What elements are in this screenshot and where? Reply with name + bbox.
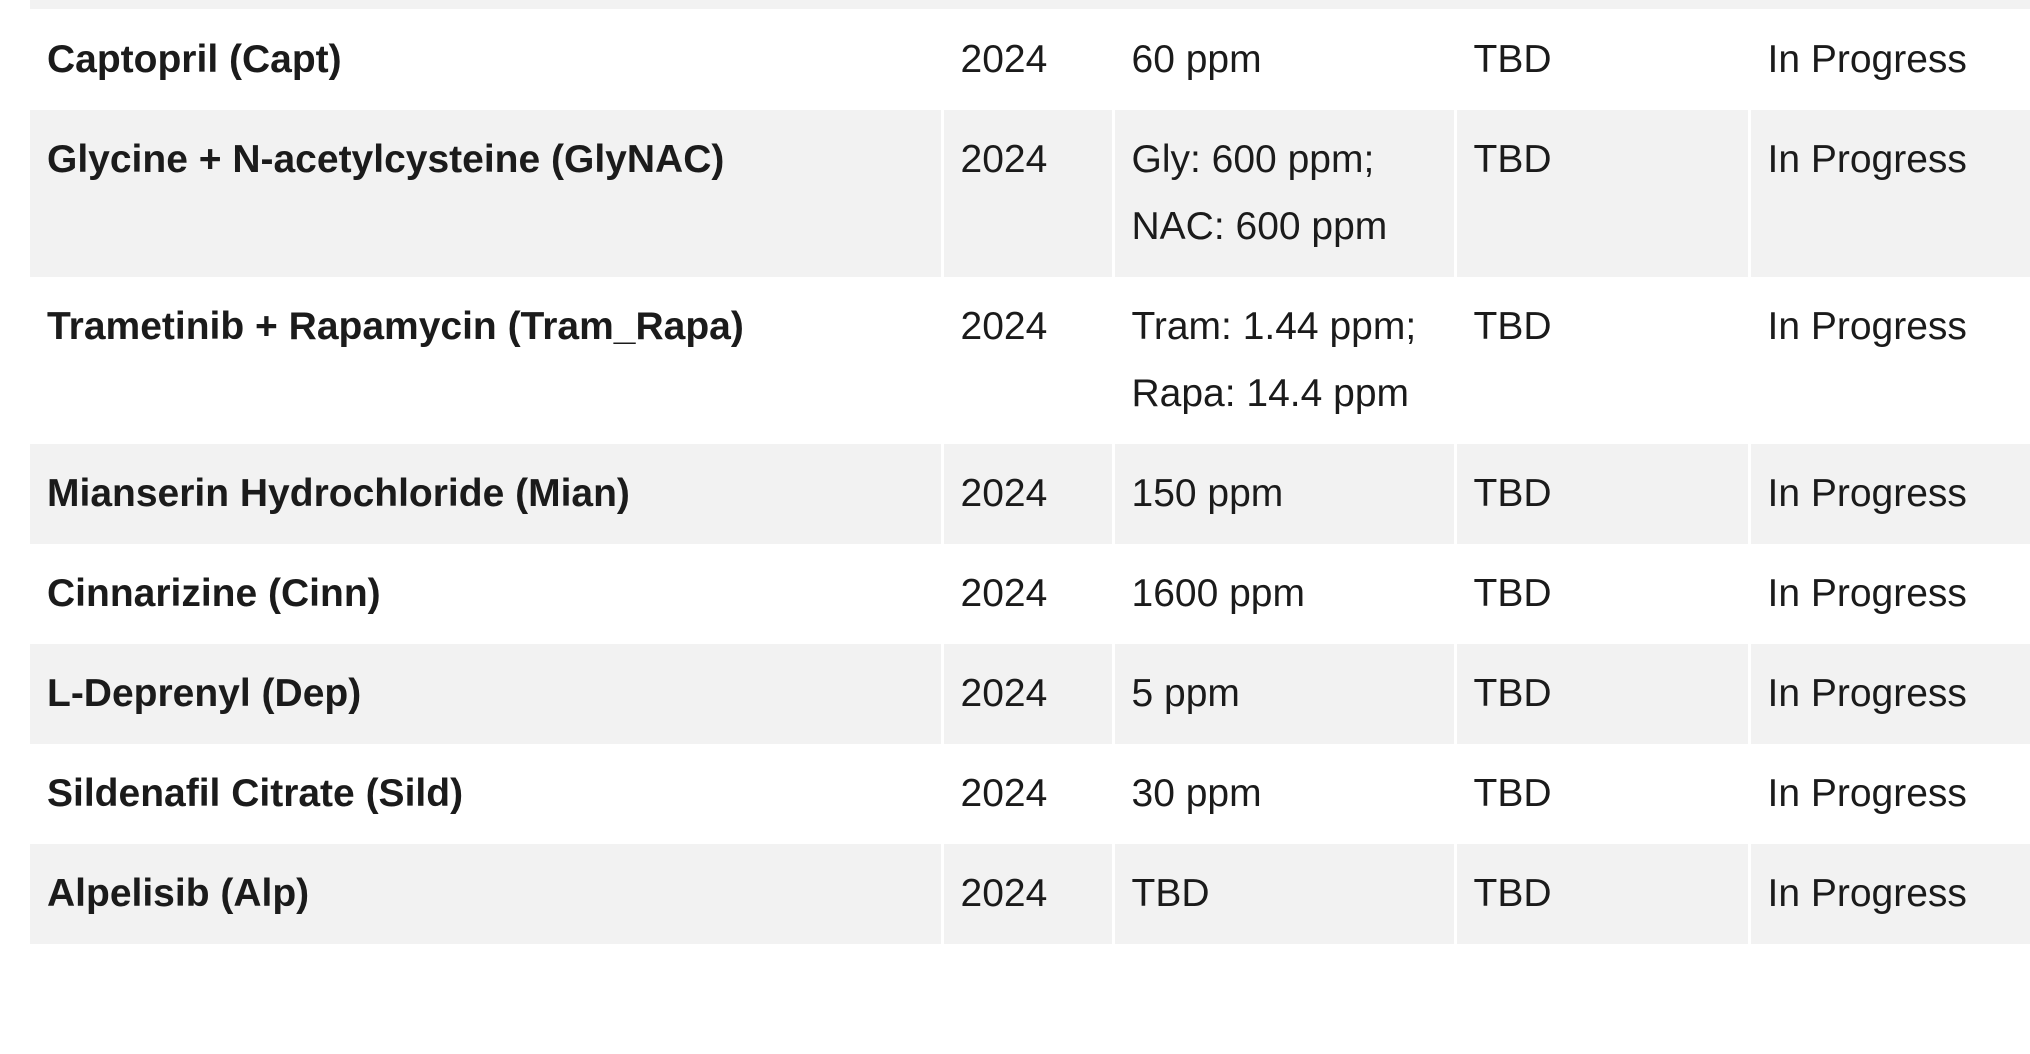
result-cell: TBD xyxy=(1453,444,1749,544)
compound-cell: Captopril (Capt) xyxy=(47,38,342,81)
dose-cell: 30 ppm xyxy=(1111,744,1455,844)
status-cell: In Progress xyxy=(1747,110,2030,277)
table-row: L-Deprenyl (Dep) 2024 5 ppm TBD In Progress xyxy=(30,644,2030,744)
table-row: Trametinib + Rapamycin (Tram_Rapa) 2024 Tr… xyxy=(30,277,2030,444)
year-cell: 2024 xyxy=(940,844,1113,944)
result-cell: TBD xyxy=(1453,277,1749,444)
year-cell: 2024 xyxy=(940,110,1113,277)
year-cell: 2024 xyxy=(940,644,1113,744)
status-cell: In Progress xyxy=(1747,844,2030,944)
year-cell: 2024 xyxy=(940,277,1113,444)
status-cell: In Progress xyxy=(1747,744,2030,844)
compound-cell: Sildenafil Citrate (Sild) xyxy=(47,772,464,815)
result-cell: TBD xyxy=(1453,744,1749,844)
previous-row-edge xyxy=(30,0,2030,9)
table-row: Glycine + N-acetylcysteine (GlyNAC) 2024 G… xyxy=(30,110,2030,277)
dose-cell: Gly: 600 ppm; NAC: 600 ppm xyxy=(1111,110,1455,277)
table-body: Captopril (Capt) 2024 60 ppm TBD In Progress… xyxy=(30,10,2030,944)
dose-cell: 150 ppm xyxy=(1111,444,1455,544)
table-row: Cinnarizine (Cinn) 2024 1600 ppm TBD In Prog… xyxy=(30,544,2030,644)
table-row: Alpelisib (Alp) 2024 TBD TBD In Progress xyxy=(30,844,2030,944)
year-cell: 2024 xyxy=(940,544,1113,644)
status-cell: In Progress xyxy=(1747,277,2030,444)
table: Captopril (Capt) 2024 60 ppm TBD In Progress… xyxy=(30,10,2030,944)
dose-cell: 1600 ppm xyxy=(1111,544,1455,644)
table-row: Mianserin Hydrochloride (Mian) 2024 150 pp… xyxy=(30,444,2030,544)
year-cell: 2024 xyxy=(940,444,1113,544)
status-cell: In Progress xyxy=(1747,544,2030,644)
table-row: Captopril (Capt) 2024 60 ppm TBD In Progress xyxy=(30,10,2030,110)
result-cell: TBD xyxy=(1453,644,1749,744)
dose-cell: 60 ppm xyxy=(1111,10,1455,110)
dose-cell: TBD xyxy=(1111,844,1455,944)
result-cell: TBD xyxy=(1453,10,1749,110)
compound-cell: L-Deprenyl (Dep) xyxy=(30,644,942,744)
compound-cell: Cinnarizine (Cinn) xyxy=(47,572,381,615)
dose-cell: Tram: 1.44 ppm; Rapa: 14.4 ppm xyxy=(1111,277,1455,444)
compound-cell: Alpelisib (Alp) xyxy=(30,844,942,944)
compound-cell: Mianserin Hydrochloride (Mian) xyxy=(30,444,942,544)
year-cell: 2024 xyxy=(940,744,1113,844)
status-cell: In Progress xyxy=(1747,644,2030,744)
table-row: Sildenafil Citrate (Sild) 2024 30 ppm TBD In… xyxy=(30,744,2030,844)
year-cell: 2024 xyxy=(940,10,1113,110)
result-cell: TBD xyxy=(1453,544,1749,644)
compound-cell: Glycine + N-acetylcysteine (GlyNAC) xyxy=(30,110,942,277)
dose-cell: 5 ppm xyxy=(1111,644,1455,744)
result-cell: TBD xyxy=(1453,110,1749,277)
result-cell: TBD xyxy=(1453,844,1749,944)
status-cell: In Progress xyxy=(1747,10,2030,110)
status-cell: In Progress xyxy=(1747,444,2030,544)
compound-cell: Trametinib + Rapamycin (Tram_Rapa) xyxy=(47,305,744,348)
